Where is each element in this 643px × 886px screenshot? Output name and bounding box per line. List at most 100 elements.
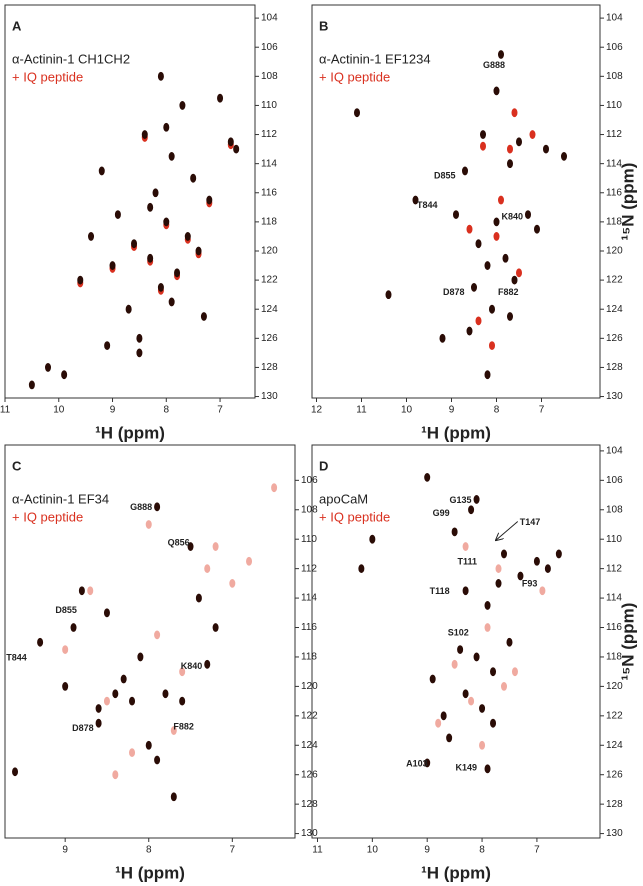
y-tick-label: 112 <box>606 563 622 574</box>
peak <box>479 130 486 139</box>
y-tick-label: 130 <box>606 391 623 402</box>
peak <box>217 93 224 103</box>
peak <box>506 312 513 321</box>
peak <box>204 564 211 574</box>
peak <box>190 173 197 183</box>
peak-label: K149 <box>456 763 478 773</box>
peak-label: Q856 <box>168 538 190 548</box>
peak <box>500 549 507 559</box>
y-tick-label: 104 <box>261 13 278 24</box>
legend-entry: + IQ peptide <box>12 69 83 84</box>
peak <box>429 674 436 684</box>
peak-label: F93 <box>522 579 538 589</box>
peak <box>136 348 143 358</box>
y-tick-label: 116 <box>606 187 622 198</box>
y-tick-label: 120 <box>301 681 318 692</box>
y-tick-label: 112 <box>261 129 277 140</box>
x-tick-label: 9 <box>424 845 430 856</box>
x-tick-label: 8 <box>164 405 170 416</box>
y-tick-label: 124 <box>301 740 318 751</box>
peak <box>103 608 110 618</box>
peak <box>168 297 175 307</box>
x-tick-label: 11 <box>312 845 323 856</box>
x-tick-label: 7 <box>534 845 540 856</box>
peak <box>493 86 500 96</box>
x-tick-label: 10 <box>367 845 379 856</box>
peak-label: F882 <box>173 722 194 732</box>
peak <box>114 210 121 220</box>
y-tick-label: 126 <box>606 333 623 344</box>
x-tick-label: 10 <box>401 405 413 416</box>
peak <box>488 304 495 314</box>
peak <box>103 696 110 706</box>
peak <box>451 659 458 669</box>
peak <box>131 239 138 249</box>
x-tick-label: 11 <box>356 405 367 416</box>
peak <box>555 549 562 559</box>
peak <box>533 556 540 566</box>
y-tick-label: 128 <box>261 362 278 373</box>
y-tick-label: 108 <box>606 71 623 82</box>
peak <box>147 253 154 263</box>
y-tick-label: 120 <box>606 246 623 257</box>
peak <box>37 637 44 647</box>
peak <box>484 261 491 270</box>
y-tick-label: 110 <box>606 100 622 111</box>
peak <box>112 770 119 780</box>
peak <box>358 564 365 574</box>
x-tick-label: 9 <box>62 845 68 856</box>
peak <box>179 696 186 706</box>
peak <box>77 275 84 285</box>
peak <box>479 704 486 713</box>
panel-label: D <box>319 458 328 473</box>
legend-entry: + IQ peptide <box>12 509 83 524</box>
peak <box>473 652 480 662</box>
peak <box>525 210 532 220</box>
legend-entry: α-Actinin-1 EF1234 <box>319 51 431 66</box>
peak-label: G888 <box>483 60 505 70</box>
y-tick-label: 114 <box>606 158 622 169</box>
peak <box>168 151 175 161</box>
legend-entry: + IQ peptide <box>319 509 390 524</box>
peak <box>468 696 475 706</box>
peak <box>424 472 431 482</box>
y-tick-label: 110 <box>606 534 622 545</box>
y-tick-label: 114 <box>301 593 317 604</box>
peak <box>484 764 491 774</box>
peak <box>495 564 502 574</box>
peak <box>162 689 169 699</box>
peak-label: S102 <box>448 627 469 637</box>
y-tick-label: 116 <box>606 622 622 633</box>
x-tick-label: 8 <box>479 845 485 856</box>
peak <box>475 316 482 326</box>
peak <box>497 195 504 205</box>
peak-label: A103 <box>406 758 428 768</box>
plot-frame <box>311 4 601 399</box>
peak <box>439 333 446 343</box>
peak <box>125 304 132 314</box>
legend-entry: apoCaM <box>319 491 368 506</box>
y-tick-label: 130 <box>301 828 318 839</box>
y-tick-label: 116 <box>261 187 277 198</box>
x-axis-title: ¹H (ppm) <box>115 863 185 882</box>
x-tick-label: 7 <box>217 405 223 416</box>
y-tick-label: 120 <box>261 246 278 257</box>
peak <box>511 275 518 285</box>
peak-label: K840 <box>181 661 203 671</box>
y-tick-label: 104 <box>606 13 623 24</box>
peak <box>204 659 211 669</box>
peak <box>440 711 447 721</box>
peak <box>484 601 491 610</box>
y-tick-label: 128 <box>606 799 623 810</box>
peak <box>452 210 459 220</box>
peak <box>435 718 442 728</box>
x-tick-label: 7 <box>230 845 236 856</box>
y-tick-label: 118 <box>606 217 622 228</box>
y-tick-label: 104 <box>606 446 623 457</box>
y-axis-title: ¹⁵N (ppm) <box>618 163 637 241</box>
peak <box>12 767 19 777</box>
peak <box>488 341 495 351</box>
peak <box>462 689 469 699</box>
peak <box>170 792 177 802</box>
